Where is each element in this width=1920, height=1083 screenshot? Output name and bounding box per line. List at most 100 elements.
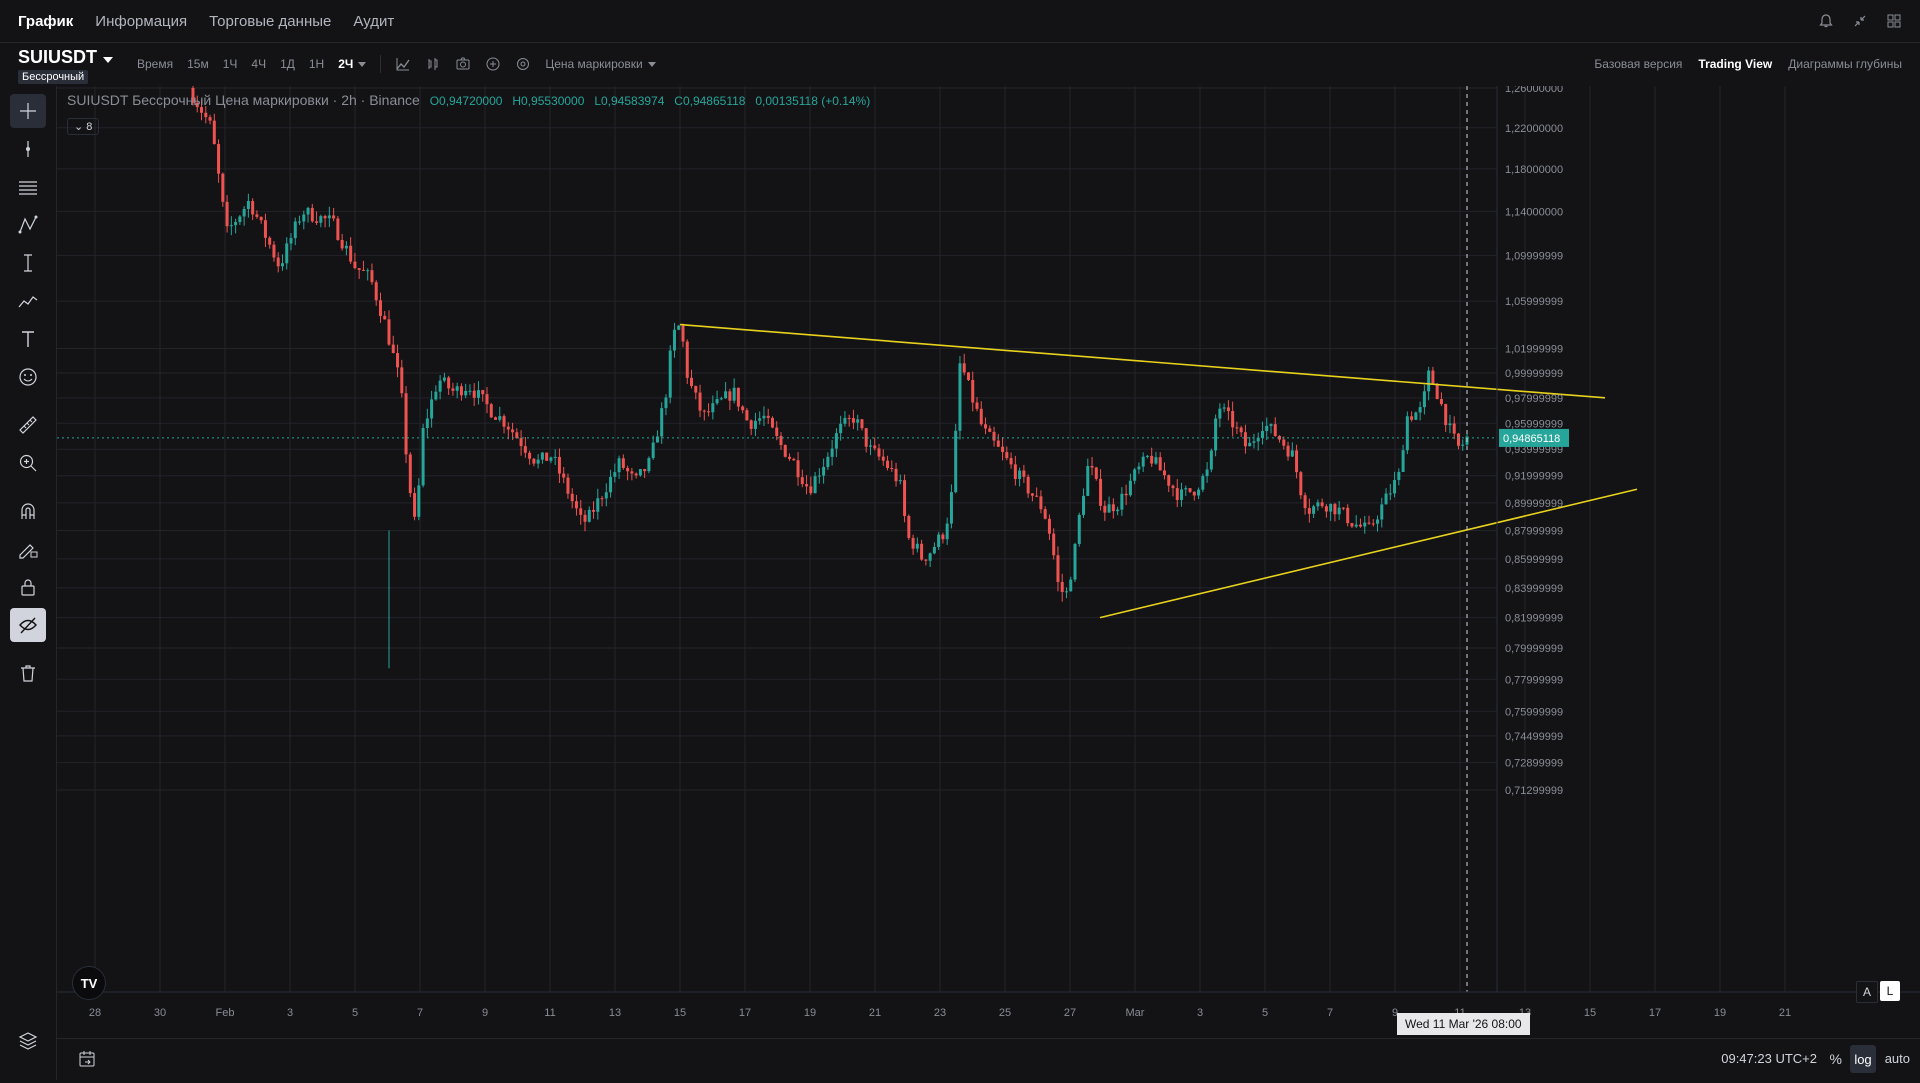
candle-body [587,509,591,522]
lock-pencil-icon[interactable] [10,532,46,566]
candle-body [886,460,890,468]
zoom-in-icon[interactable] [10,446,46,480]
candle-body [1350,523,1354,527]
candle-body [1184,488,1188,490]
candle-body [344,245,348,249]
add-icon[interactable] [485,56,501,72]
text-icon[interactable] [10,322,46,356]
view-tradingview[interactable]: Trading View [1698,57,1773,71]
price-type-dropdown[interactable]: Цена маркировки [545,57,655,71]
time-tick: 5 [352,1007,358,1019]
candle-body [1005,452,1009,459]
bell-icon[interactable] [1818,13,1834,29]
time-tick: 30 [154,1007,166,1019]
candle-body [1299,472,1303,496]
price-tick: 1,18000000 [1505,164,1563,176]
tab-chart[interactable]: График [18,12,74,30]
contract-type-badge: Бессрочный [18,70,89,84]
emoji-icon[interactable] [10,360,46,394]
settings-icon[interactable] [515,56,531,72]
auto-scale-button[interactable]: A [1856,981,1878,1003]
log-scale-button[interactable]: log [1850,1045,1876,1073]
layout-icon[interactable] [1886,13,1902,29]
view-basic[interactable]: Базовая версия [1594,57,1683,71]
timeframe-2h[interactable]: 2Ч [338,57,366,71]
horizontal-lines-icon[interactable] [10,170,46,204]
view-switcher: Базовая версия Trading View Диаграммы гл… [1594,43,1902,85]
percent-scale-button[interactable]: % [1829,1051,1842,1067]
auto-scale-toggle[interactable]: auto [1884,1051,1910,1066]
candle-body [374,282,378,301]
time-tick: 3 [1197,1007,1203,1019]
time-tick: 3 [287,1007,293,1019]
candle-body [255,214,259,217]
trendline-icon[interactable] [10,132,46,166]
candle-body [1226,407,1230,412]
last-price-tag [1499,428,1569,447]
hide-drawings-icon[interactable] [10,608,46,642]
price-tick: 0,83999999 [1505,583,1563,595]
chart-area[interactable]: 1,26000000 1,22000000 1,18000000 1,14000000… [57,78,1920,1080]
candle-body [1201,476,1205,490]
brush-icon[interactable] [10,284,46,318]
tab-trading-data[interactable]: Торговые данные [209,12,332,30]
candle-body [583,514,587,522]
candle-body [489,404,493,418]
candle-body [1448,423,1452,426]
magnet-icon[interactable] [10,494,46,528]
timeframe-4h[interactable]: 4Ч [251,57,267,71]
candle-body [1086,466,1090,496]
candle-body [1167,475,1171,486]
price-tick: 1,22000000 [1505,123,1563,135]
timeframe-1d[interactable]: 1Д [280,57,295,71]
timeframe-1h[interactable]: 1Ч [222,57,238,71]
candle-body [1009,458,1013,465]
candle-body [911,537,915,549]
crosshair-icon[interactable] [10,94,46,128]
trash-icon[interactable] [10,656,46,690]
pattern-icon[interactable] [10,208,46,242]
utc-clock[interactable]: 09:47:23 UTC+2 [1721,1051,1817,1066]
candle-body [826,456,830,467]
lock-icon[interactable] [10,570,46,604]
candle-body [1001,446,1005,453]
price-chart[interactable]: 1,26000000 1,22000000 1,18000000 1,14000000… [57,78,1920,1080]
candle-body [434,391,438,400]
candle-body [651,442,655,459]
tab-audit[interactable]: Аудит [353,12,395,30]
candle-body [1064,591,1068,593]
candle-body [800,477,804,485]
indicators-collapse-button[interactable]: ⌄ 8 [67,118,100,135]
chevron-down-icon[interactable] [103,56,114,63]
layers-icon[interactable] [10,1024,46,1058]
camera-icon[interactable] [455,56,471,72]
tradingview-logo[interactable]: TV [72,966,106,1000]
legend-high: H0,95530000 [512,94,585,108]
chart-grid [57,86,1786,992]
candle-body [1128,480,1132,496]
tab-info[interactable]: Информация [95,12,188,30]
candle-body [894,468,898,482]
candle-body [268,237,272,245]
candle-body [1316,502,1320,507]
symbol-name[interactable]: SUIUSDT [18,47,98,67]
candle-body [779,435,783,445]
candle-body [1354,524,1358,527]
indicators-icon[interactable] [425,56,441,72]
timeframe-1w[interactable]: 1Н [308,57,325,71]
ruler-icon[interactable] [10,408,46,442]
goto-date-icon[interactable] [77,1049,97,1072]
candle-body [1414,412,1418,420]
candle-body [195,102,199,108]
collapse-icon[interactable] [1852,13,1868,29]
candle-body [523,446,527,453]
candle-body [1307,508,1311,514]
chart-type-icon[interactable] [395,56,411,72]
timeframe-15m[interactable]: 15м [187,57,209,71]
symbol-selector[interactable]: SUIUSDT Бессрочный [18,47,114,84]
candle-body [962,363,966,373]
price-axis: 1,26000000 1,22000000 1,18000000 1,14000000… [1496,83,1569,992]
lock-scale-button[interactable]: L [1880,981,1900,1001]
view-depth[interactable]: Диаграммы глубины [1788,57,1902,71]
measure-icon[interactable] [10,246,46,280]
